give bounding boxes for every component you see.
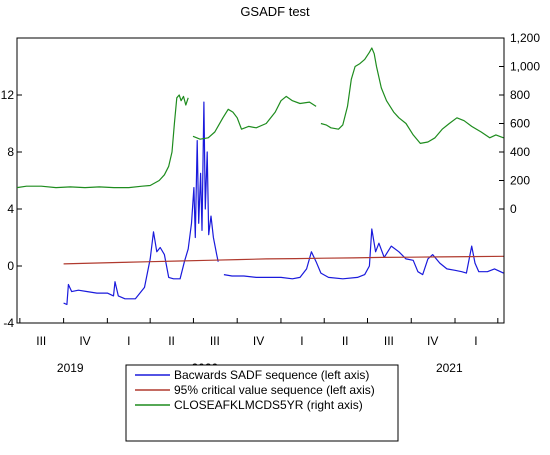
x-year-label: 2019 [57,361,84,375]
right-tick-label: 0 [510,202,517,216]
right-tick-label: 400 [510,145,530,159]
x-quarter-label: III [210,334,220,348]
cds-series-line [320,47,504,144]
x-quarter-label: IV [79,334,90,348]
chart-title: GSADF test [240,4,310,19]
x-quarter-label: IV [427,334,438,348]
x-year-label: 2021 [436,361,463,375]
left-tick-label: -4 [3,316,14,330]
left-tick-label: 0 [7,259,14,273]
x-quarter-label: III [384,334,394,348]
left-tick-label: 8 [7,145,14,159]
legend-label-cds: CLOSEAFKLMCDS5YR (right axis) [174,398,363,412]
x-quarter-label: IV [253,334,264,348]
x-quarter-label: I [127,334,130,348]
x-quarter-label: I [300,334,303,348]
right-tick-label: 1,000 [510,60,540,74]
legend-box [125,364,399,442]
cds-series-line [16,94,189,189]
legend: Bacwards SADF sequence (left axis) 95% c… [125,364,399,442]
right-tick-label: 800 [510,88,530,102]
left-axis: -4 0 4 8 12 [1,88,22,330]
critical-value-line [63,255,504,265]
sadf-series-line [63,101,219,306]
left-tick-label: 12 [1,88,15,102]
legend-label-critical: 95% critical value sequence (left axis) [174,383,375,397]
x-quarter-label: III [36,334,46,348]
sadf-series-line [223,228,504,280]
cds-series-line [192,95,317,140]
right-axis: 0 200 400 600 800 1,000 1,200 [499,31,540,216]
x-quarter-label: II [342,334,349,348]
series-layer [16,47,504,306]
x-quarter-label: I [474,334,477,348]
right-tick-label: 200 [510,174,530,188]
right-tick-label: 1,200 [510,31,540,45]
x-quarter-label: II [168,334,175,348]
left-tick-label: 4 [7,202,14,216]
right-tick-label: 600 [510,117,530,131]
legend-label-sadf: Bacwards SADF sequence (left axis) [174,368,369,382]
plot-frame [16,37,505,324]
